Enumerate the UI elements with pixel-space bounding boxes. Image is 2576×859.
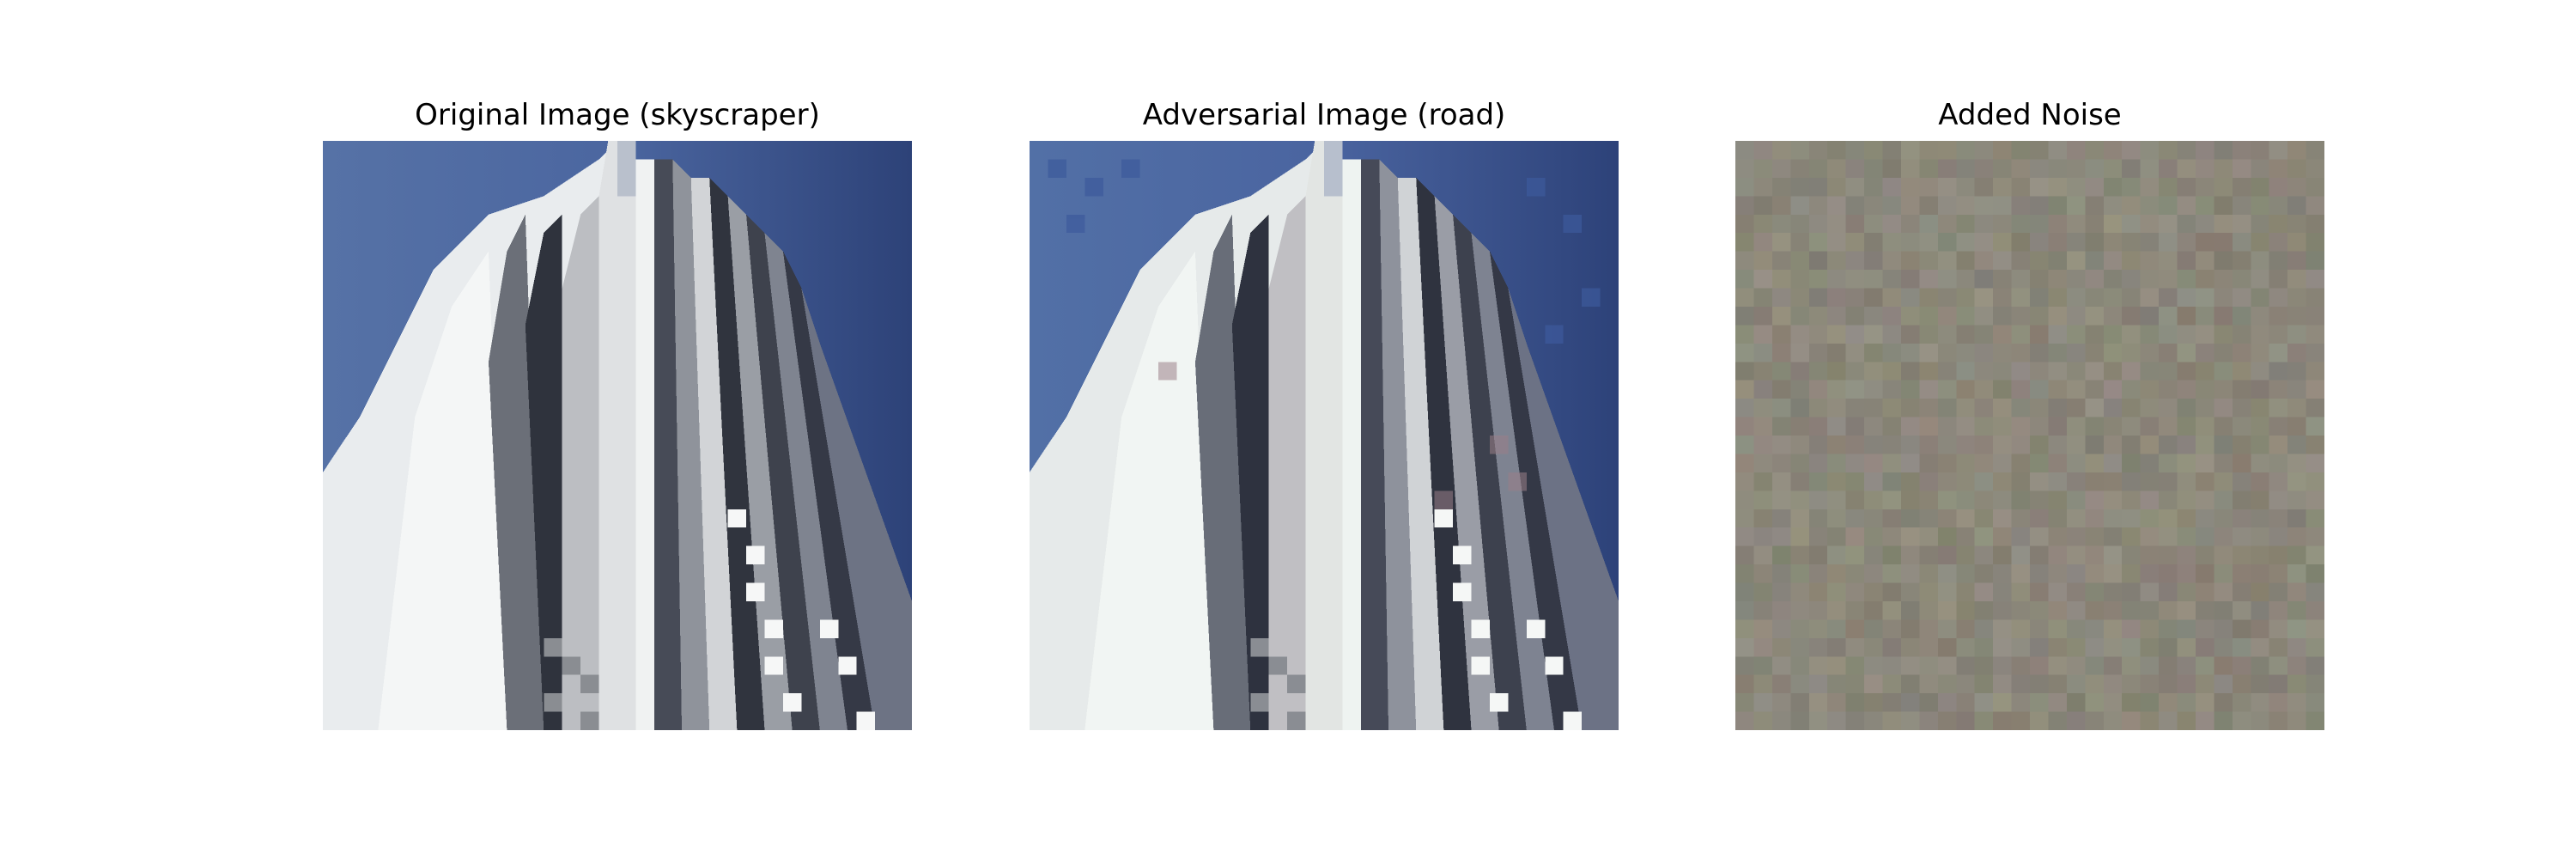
original-image-panel: Original Image (skyscraper): [323, 91, 912, 730]
adversarial-image-title: Adversarial Image (road): [1142, 98, 1506, 132]
original-image-title: Original Image (skyscraper): [415, 98, 820, 132]
added-noise-panel: Added Noise: [1735, 91, 2324, 730]
added-noise-image: [1735, 141, 2324, 730]
adversarial-image-panel: Adversarial Image (road): [1030, 91, 1619, 730]
added-noise-title: Added Noise: [1938, 98, 2122, 132]
adversarial-image: [1030, 141, 1619, 730]
original-image: [323, 141, 912, 730]
